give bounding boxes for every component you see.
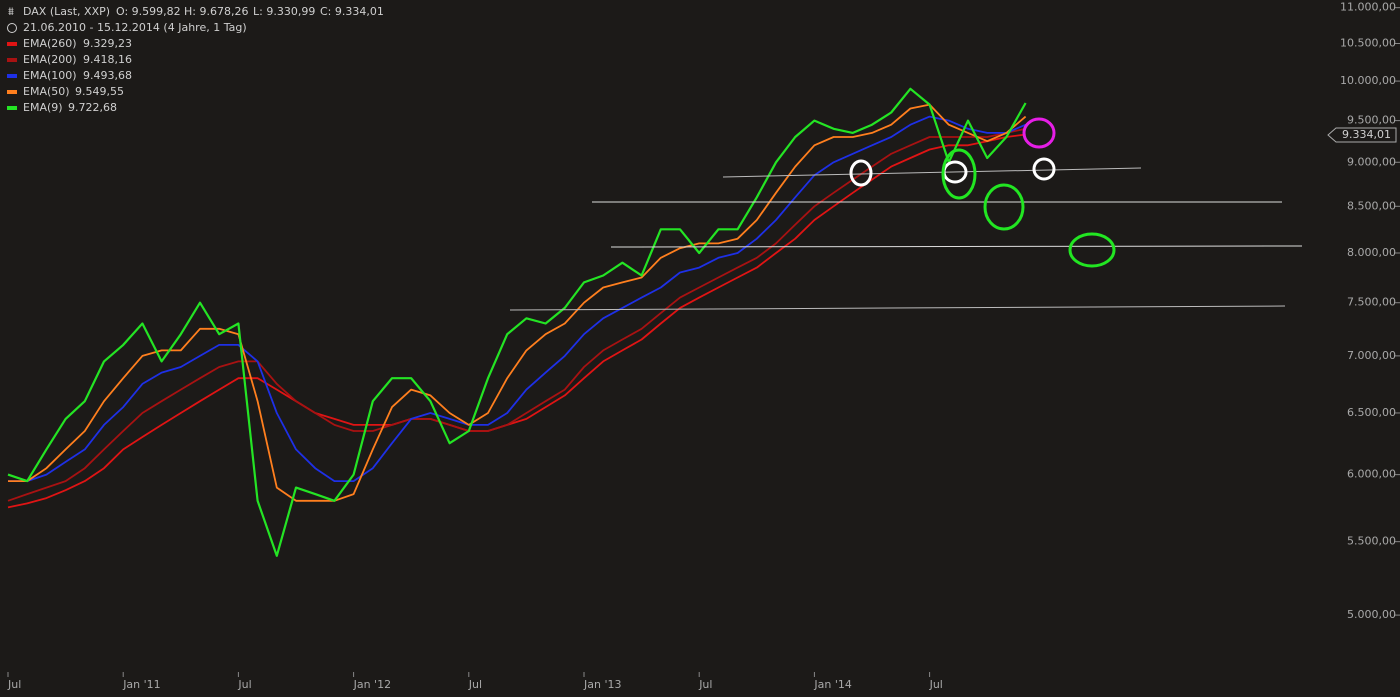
chart-icon: ⩩ [8, 5, 14, 18]
high: H: 9.678,26 [184, 5, 248, 18]
legend-swatch [7, 106, 17, 110]
support-line [509, 305, 1286, 311]
legend-swatch [7, 58, 17, 62]
close: C: 9.334,01 [320, 5, 384, 18]
price-tag-label: 9.334,01 [1342, 128, 1391, 141]
legend-label: EMA(200) [23, 53, 77, 66]
x-tick-label: Jul [7, 678, 21, 691]
legend-value: 9.418,16 [83, 53, 132, 66]
x-tick-label: Jul [468, 678, 482, 691]
y-tick-label: 9.500,00 [1347, 114, 1396, 127]
y-tick-label: 11.000,00 [1340, 1, 1396, 14]
legend-label: EMA(260) [23, 37, 77, 50]
header: ⩩ DAX (Last, XXP) O: 9.599,82 H: 9.678,2… [7, 5, 384, 34]
x-tick-label: Jan '11 [122, 678, 160, 691]
marker-circle [849, 159, 873, 187]
y-tick-label: 7.000,00 [1347, 349, 1396, 362]
x-tick-label: Jul [929, 678, 943, 691]
ema-line [8, 103, 1027, 502]
legend-label: EMA(100) [23, 69, 77, 82]
legend-label: EMA(9) [23, 101, 63, 114]
ema-line [8, 115, 1026, 482]
symbol: DAX (Last, XXP) [23, 5, 110, 18]
legend-value: 9.549,55 [75, 85, 124, 98]
y-tick-label: 6.500,00 [1347, 406, 1396, 419]
marker-circle [983, 183, 1025, 231]
legend-value: 9.329,23 [83, 37, 132, 50]
ema-line [7, 133, 1026, 509]
plot-area [7, 87, 1027, 557]
x-tick-label: Jan '14 [813, 678, 851, 691]
open: O: 9.599,82 [116, 5, 181, 18]
y-tick-label: 8.000,00 [1347, 246, 1396, 259]
price-tag [1327, 127, 1397, 143]
legend-swatch [7, 42, 17, 46]
legend-value: 9.493,68 [83, 69, 132, 82]
x-tick-label: Jan '13 [583, 678, 621, 691]
marker-circle [1022, 117, 1056, 149]
date-range: 21.06.2010 - 15.12.2014 (4 Jahre, 1 Tag) [23, 21, 247, 34]
marker-circle [1032, 157, 1056, 181]
clock-icon [7, 23, 17, 33]
ema-line [7, 127, 1026, 502]
marker-circle [1068, 232, 1116, 268]
y-tick-label: 8.500,00 [1347, 199, 1396, 212]
legend: EMA(260) 9.329,23 EMA(200) 9.418,16 EMA(100)… [7, 37, 132, 114]
low: L: 9.330,99 [253, 5, 315, 18]
y-tick-label: 10.500,00 [1340, 37, 1396, 50]
y-tick-label: 9.000,00 [1347, 155, 1396, 168]
support-line [722, 167, 1142, 178]
legend-value: 9.722,68 [68, 101, 117, 114]
y-tick-label: 5.500,00 [1347, 535, 1396, 548]
legend-swatch [7, 90, 17, 94]
x-tick-label: Jan '12 [353, 678, 391, 691]
y-tick-label: 10.000,00 [1340, 74, 1396, 87]
y-tick-label: 7.500,00 [1347, 296, 1396, 309]
ema-line [7, 87, 1027, 557]
y-tick-label: 5.000,00 [1347, 608, 1396, 621]
x-tick-label: Jul [698, 678, 712, 691]
support-line [610, 245, 1303, 248]
legend-label: EMA(50) [23, 85, 70, 98]
x-tick-label: Jul [237, 678, 251, 691]
annotations [509, 117, 1303, 311]
legend-swatch [7, 74, 17, 78]
y-tick-label: 6.000,00 [1347, 468, 1396, 481]
marker-circle [941, 148, 977, 200]
